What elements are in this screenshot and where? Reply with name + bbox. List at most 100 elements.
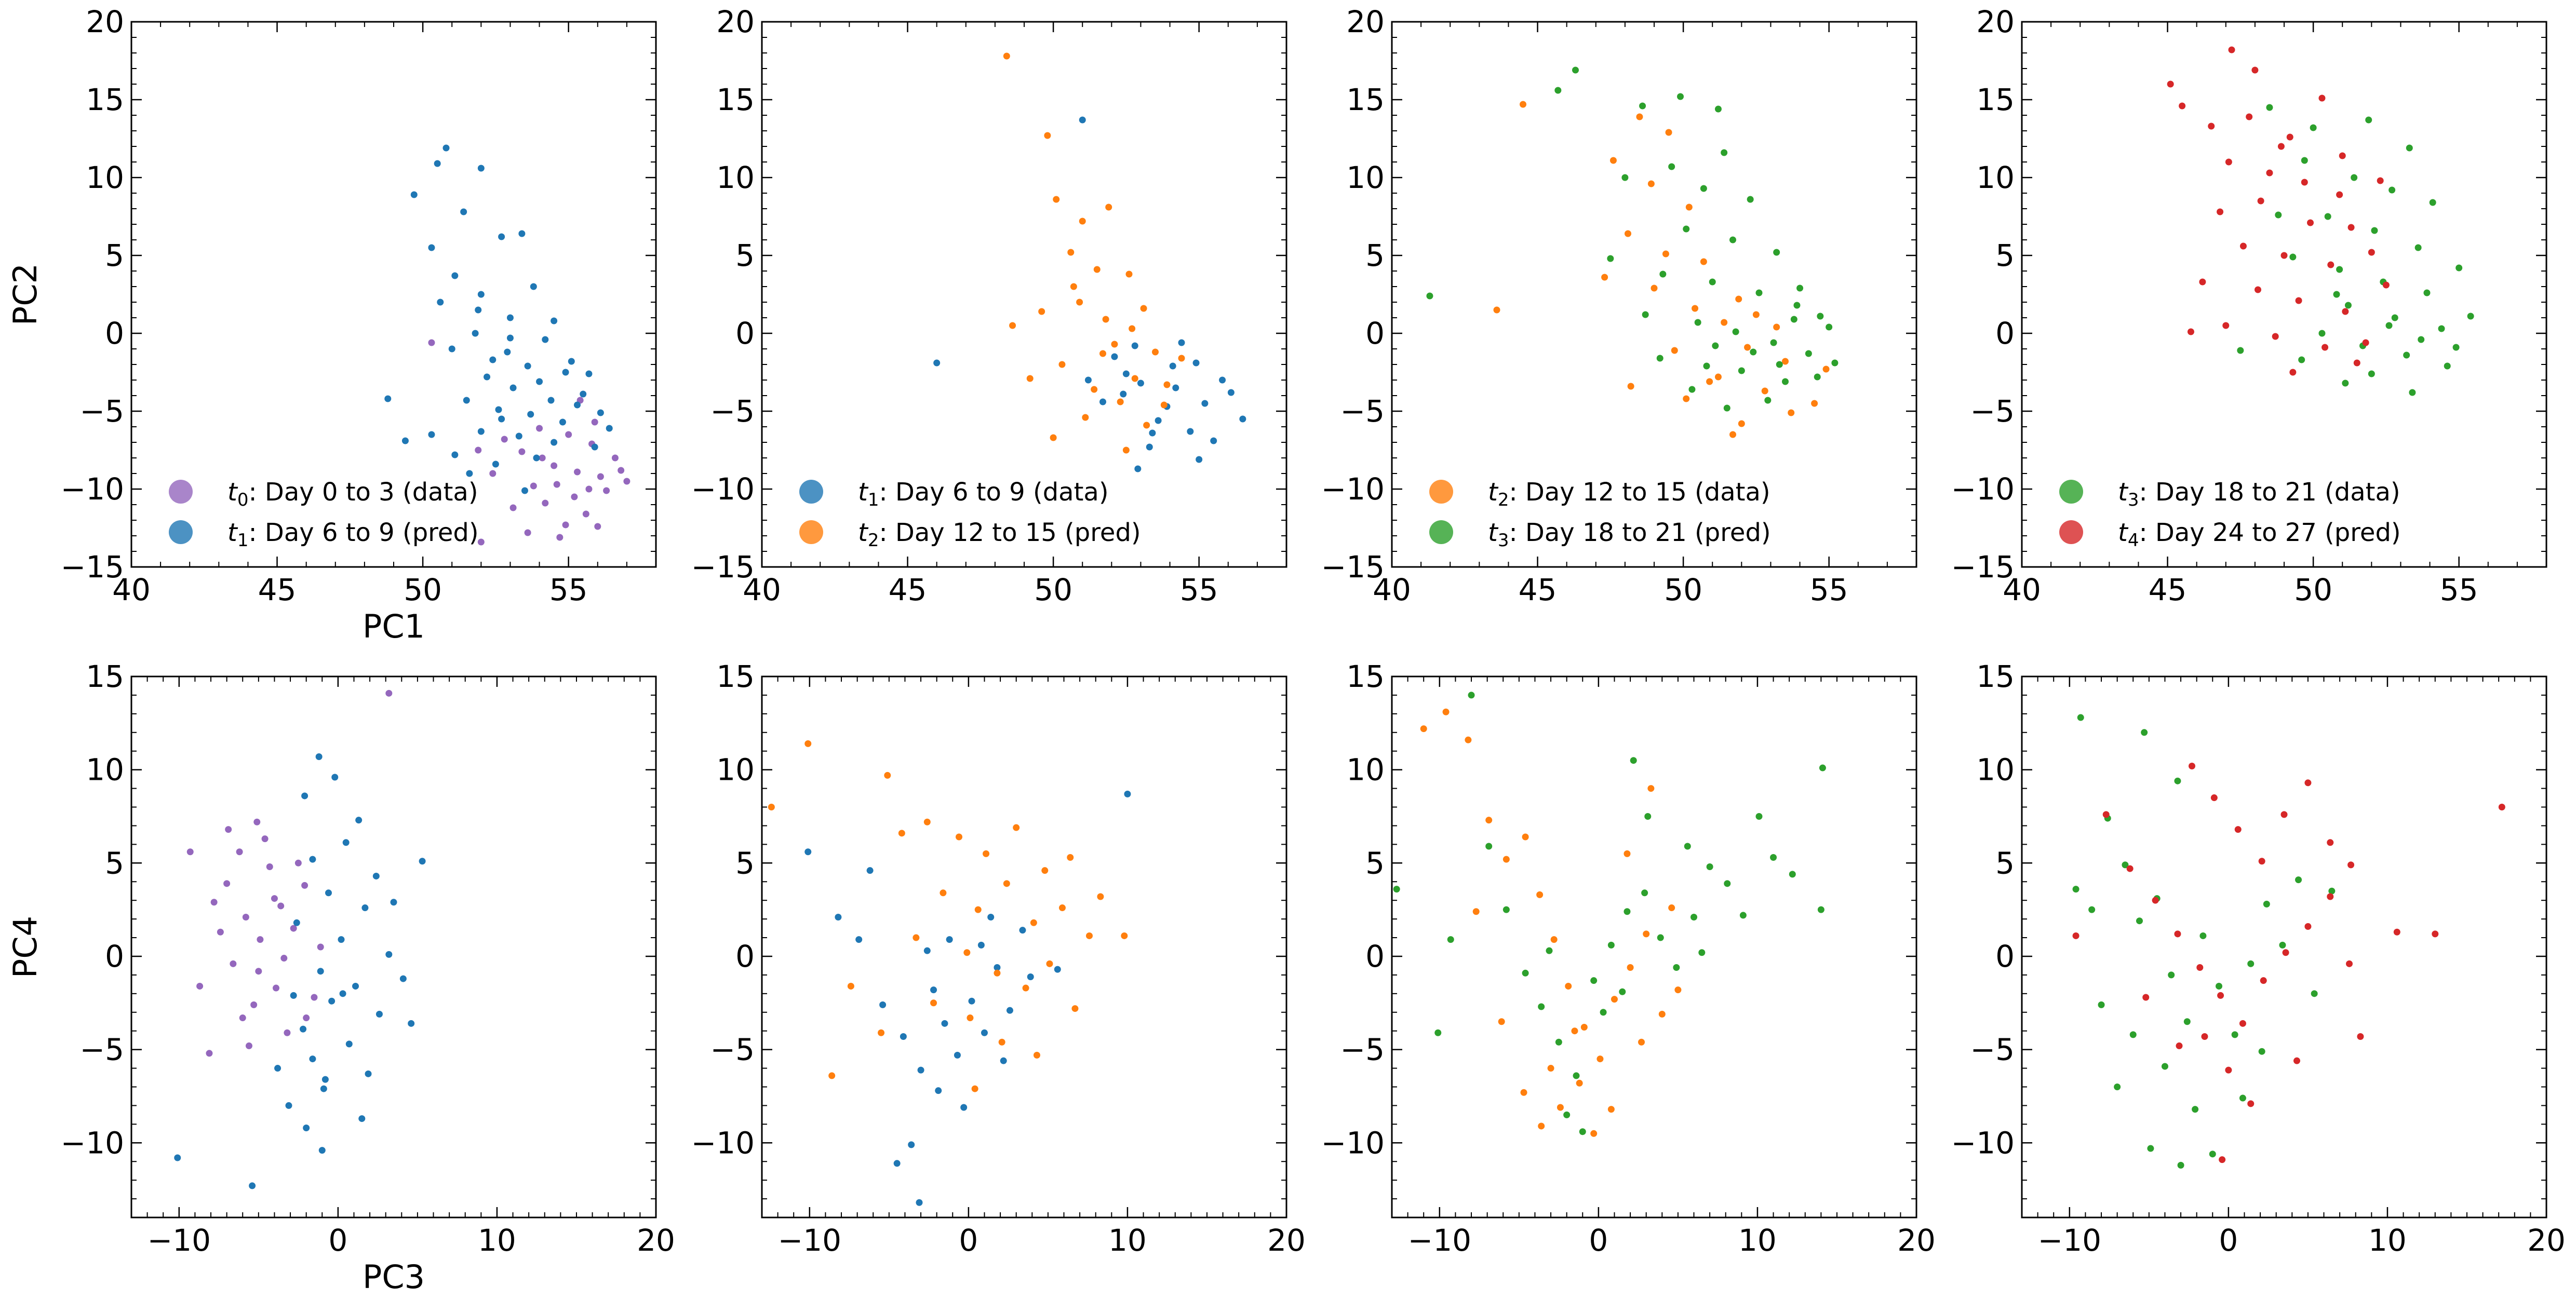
data-point: [317, 968, 324, 975]
data-point: [2174, 930, 2181, 938]
data-point: [320, 1085, 327, 1092]
x-tick-label: 55: [2440, 572, 2478, 607]
data-point: [1590, 1130, 1598, 1137]
data-point: [946, 936, 953, 943]
data-point: [2247, 1100, 2255, 1107]
data-point: [908, 1141, 915, 1148]
data-point: [2345, 960, 2353, 967]
data-point: [1782, 358, 1789, 365]
legend-label: t4: Day 24 to 27 (pred): [2118, 518, 2401, 551]
data-point: [855, 936, 863, 943]
data-point: [328, 997, 336, 1005]
data-point: [568, 358, 575, 365]
data-point: [935, 1087, 942, 1094]
data-point: [2126, 865, 2134, 872]
axes-frame: [1391, 675, 1917, 1219]
data-point: [390, 899, 397, 906]
y-tick-label: −10: [1951, 471, 2015, 507]
data-point: [804, 740, 812, 747]
data-point: [1117, 398, 1124, 405]
data-point: [977, 941, 985, 949]
data-point: [2318, 330, 2326, 337]
data-point: [2114, 1083, 2121, 1090]
data-point: [2266, 104, 2273, 111]
data-point: [2438, 325, 2445, 332]
data-point: [504, 348, 511, 356]
data-point: [2279, 941, 2286, 949]
panel-bottom-3: −10 0 10 20 −10 −5 0 5 10 15: [1321, 659, 1936, 1258]
data-point: [1071, 1005, 1079, 1012]
series-0: [428, 339, 630, 546]
data-point: [1782, 378, 1789, 385]
data-point: [956, 833, 963, 841]
data-point: [2414, 244, 2422, 251]
data-point: [311, 994, 318, 1001]
data-point: [1723, 404, 1730, 412]
data-point: [1755, 813, 1763, 820]
data-point: [242, 914, 249, 921]
data-point: [1621, 174, 1629, 181]
data-point: [1572, 66, 1579, 74]
data-point: [1070, 283, 1077, 290]
data-point: [230, 960, 237, 967]
data-point: [1082, 414, 1089, 421]
data-point: [2196, 964, 2204, 971]
y-tick-label: −5: [1970, 1032, 2015, 1067]
data-point: [1814, 373, 1821, 381]
data-point: [2275, 211, 2282, 219]
data-point: [1125, 270, 1133, 278]
panel-bottom-4: −10 0 10 20 −10 −5 0 5 10 15: [1951, 659, 2566, 1258]
data-point: [1700, 185, 1707, 192]
data-point: [301, 792, 308, 800]
data-point: [466, 470, 473, 477]
data-point: [266, 863, 273, 870]
y-tick-label: −5: [80, 1032, 125, 1067]
data-point: [2152, 897, 2159, 904]
y-axis-label: PC2: [6, 263, 44, 326]
data-point: [1761, 387, 1768, 395]
data-point: [1738, 367, 1745, 374]
data-point: [551, 317, 558, 324]
legend-label: t3: Day 18 to 21 (data): [2118, 478, 2400, 510]
y-tick-label: −15: [691, 549, 755, 585]
data-point: [1434, 1029, 1442, 1036]
axes-frame: [1391, 21, 1917, 568]
y-tick-label: 5: [105, 238, 124, 273]
data-point: [968, 997, 975, 1005]
data-point: [981, 1029, 988, 1036]
data-point: [574, 401, 581, 409]
data-point: [372, 872, 380, 879]
y-tick-label: −10: [61, 1125, 124, 1160]
y-tick-label: −5: [1970, 394, 2015, 429]
data-point: [399, 975, 407, 982]
data-point: [804, 848, 812, 856]
data-point: [960, 1104, 968, 1111]
data-point: [1003, 880, 1010, 887]
y-tick-label: −15: [61, 549, 124, 585]
data-point: [2301, 179, 2308, 186]
data-point: [1030, 919, 1037, 926]
data-point: [542, 499, 549, 507]
data-point: [1703, 362, 1710, 370]
data-point: [597, 409, 604, 416]
data-point: [1041, 867, 1049, 874]
data-point: [2327, 261, 2334, 268]
data-point: [1764, 397, 1772, 404]
data-point: [1003, 52, 1010, 60]
data-point: [1502, 906, 1510, 913]
data-point: [1536, 891, 1544, 898]
data-point: [1187, 428, 1194, 435]
data-point: [1657, 934, 1664, 941]
data-point: [321, 1076, 329, 1083]
data-point: [2209, 1150, 2216, 1158]
data-point: [1227, 389, 1235, 396]
y-tick-label: −15: [1951, 549, 2015, 585]
data-point: [2391, 314, 2398, 321]
data-point: [255, 968, 262, 975]
data-point: [250, 1001, 258, 1008]
data-point: [923, 947, 931, 954]
data-point: [1580, 1024, 1588, 1031]
data-point: [2174, 777, 2181, 784]
data-point: [1121, 932, 1128, 939]
legend-marker: [169, 480, 193, 504]
